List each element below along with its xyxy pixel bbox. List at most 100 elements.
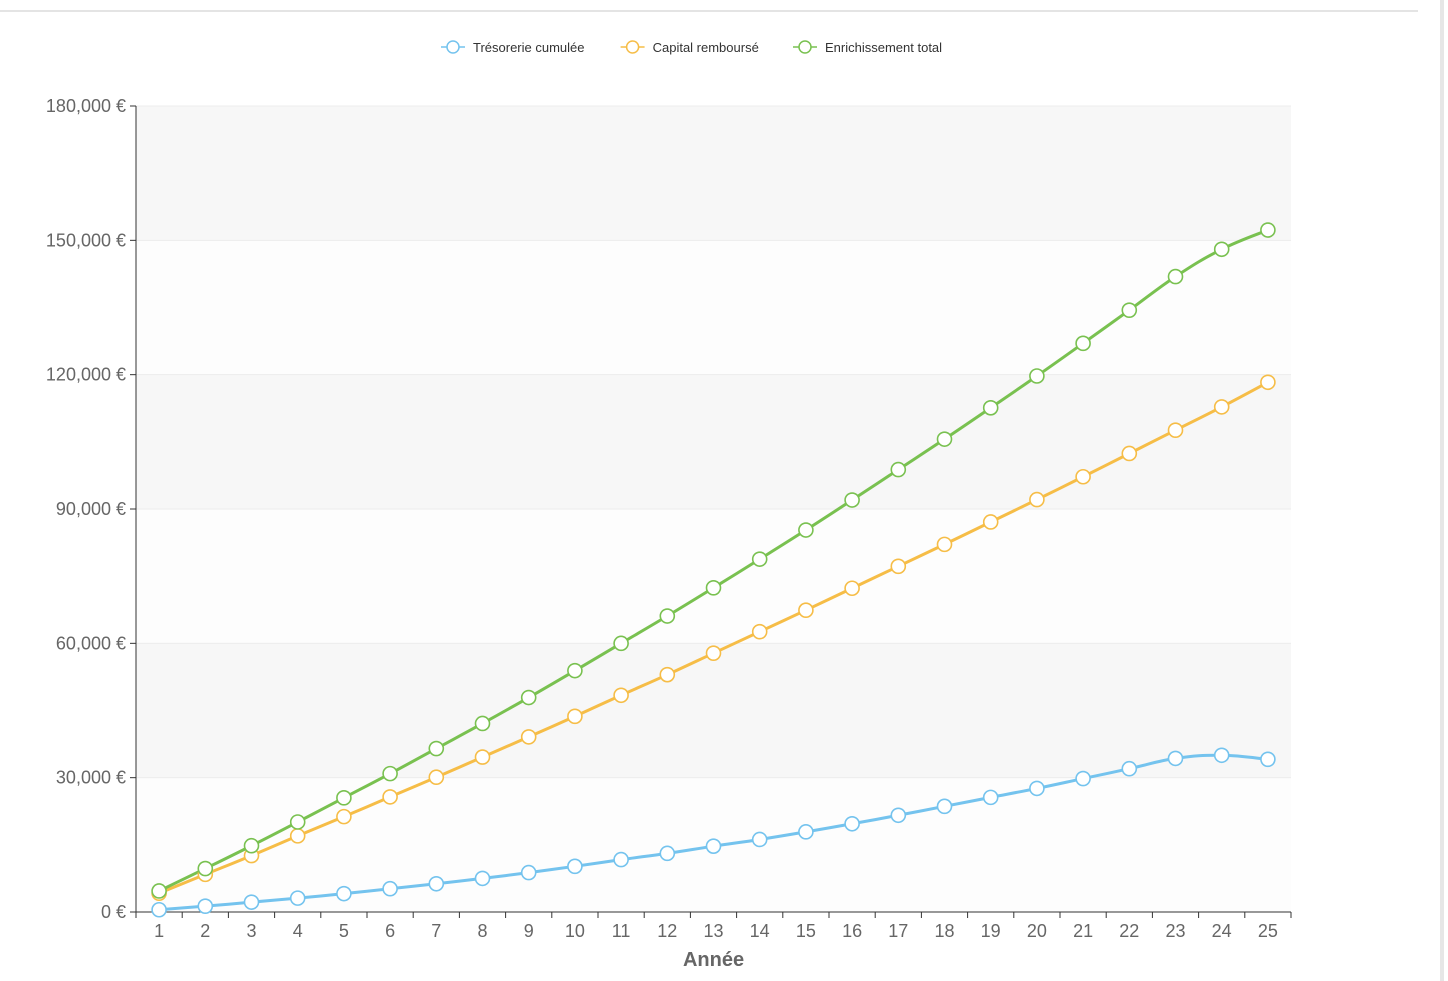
data-point[interactable] [151,883,167,899]
data-point[interactable] [613,851,629,868]
data-point[interactable] [474,715,491,732]
data-point[interactable] [659,608,676,624]
x-tick-label: 14 [750,921,770,941]
x-tick-label: 11 [612,921,631,941]
data-point[interactable] [289,890,306,906]
x-tick-label: 4 [293,921,303,941]
data-point[interactable] [751,623,768,640]
data-point[interactable] [382,880,398,897]
x-tick-label: 19 [981,921,1001,941]
y-tick-label: 60,000 € [56,633,126,653]
data-point[interactable] [1213,399,1230,415]
right-scrollbar-edge [1440,0,1444,981]
data-point[interactable] [659,666,676,683]
data-point[interactable] [982,400,999,416]
data-point[interactable] [1167,750,1184,767]
data-point[interactable] [659,845,676,862]
data-point[interactable] [1029,780,1045,797]
y-tick-label: 0 € [101,902,126,922]
data-point[interactable] [382,789,398,805]
x-tick-label: 23 [1165,921,1185,941]
x-tick-label: 24 [1212,921,1232,941]
x-tick-label: 15 [796,921,816,941]
x-axis-title: Année [683,949,744,971]
data-point[interactable] [1075,468,1091,485]
top-divider [0,10,1418,12]
data-point[interactable] [844,492,860,508]
data-point[interactable] [289,828,306,844]
data-point[interactable] [844,815,860,832]
data-point[interactable] [197,860,214,877]
y-tick-label: 30,000 € [56,768,126,788]
data-point[interactable] [1075,770,1091,787]
legend-item[interactable]: Trésorerie cumulée [441,40,585,55]
grid-bands [136,106,1291,912]
data-point[interactable] [936,798,953,815]
data-point[interactable] [798,522,814,538]
data-point[interactable] [151,901,167,918]
data-point[interactable] [936,431,953,447]
data-point[interactable] [567,708,583,725]
data-point[interactable] [1121,760,1138,777]
data-point[interactable] [1260,222,1276,238]
data-point[interactable] [798,824,814,840]
data-point[interactable] [1029,368,1045,384]
data-point[interactable] [197,898,214,914]
data-point[interactable] [751,831,768,848]
data-point[interactable] [844,580,860,597]
data-point[interactable] [890,461,907,478]
data-point[interactable] [890,558,907,575]
data-point[interactable] [474,749,491,765]
data-point[interactable] [474,870,491,887]
grid-band [136,643,1291,778]
data-point[interactable] [982,514,999,530]
data-point[interactable] [1075,335,1091,352]
data-point[interactable] [1213,241,1230,258]
data-point[interactable] [1121,302,1138,318]
data-point[interactable] [982,789,999,806]
data-point[interactable] [1213,747,1230,764]
data-point[interactable] [936,536,953,553]
data-point[interactable] [289,814,306,830]
legend-item[interactable]: Enrichissement total [793,40,942,55]
data-point[interactable] [428,769,445,786]
data-point[interactable] [567,662,583,679]
x-tick-label: 21 [1073,921,1093,941]
data-point[interactable] [798,602,814,618]
data-point[interactable] [520,689,537,706]
x-axis-ticks: 1 2 3 4 5 6 7 8 9 10 11 12 13 14 15 16 17 18 19 20 21 22 23 24 2… [135,912,1292,941]
x-tick-label: 2 [200,921,210,941]
data-point[interactable] [243,837,260,854]
data-point[interactable] [382,765,398,782]
data-point[interactable] [336,790,352,806]
data-point[interactable] [336,885,352,902]
data-point[interactable] [705,580,722,596]
data-point[interactable] [1167,268,1184,285]
data-point[interactable] [520,864,537,881]
data-point[interactable] [1167,422,1184,438]
data-point[interactable] [1029,491,1045,508]
legend-marker [446,40,460,54]
data-point[interactable] [613,687,629,704]
data-point[interactable] [890,807,907,824]
legend-label: Trésorerie cumulée [473,40,585,55]
data-point[interactable] [1121,445,1138,462]
data-point[interactable] [751,551,768,567]
data-point[interactable] [613,635,629,652]
data-point[interactable] [520,729,537,745]
data-point[interactable] [428,875,445,892]
legend[interactable]: Trésorerie cumulée Capital remboursé Enric… [441,40,942,55]
data-point[interactable] [336,808,352,825]
data-point[interactable] [567,858,583,875]
data-point[interactable] [428,740,445,757]
data-point[interactable] [1260,374,1276,391]
data-point[interactable] [243,894,260,910]
legend-marker [798,40,812,54]
data-point[interactable] [1260,751,1276,768]
data-point[interactable] [705,838,722,854]
data-point[interactable] [705,645,722,661]
legend-item[interactable]: Capital remboursé [620,40,759,55]
y-tick-label: 150,000 € [46,230,126,250]
